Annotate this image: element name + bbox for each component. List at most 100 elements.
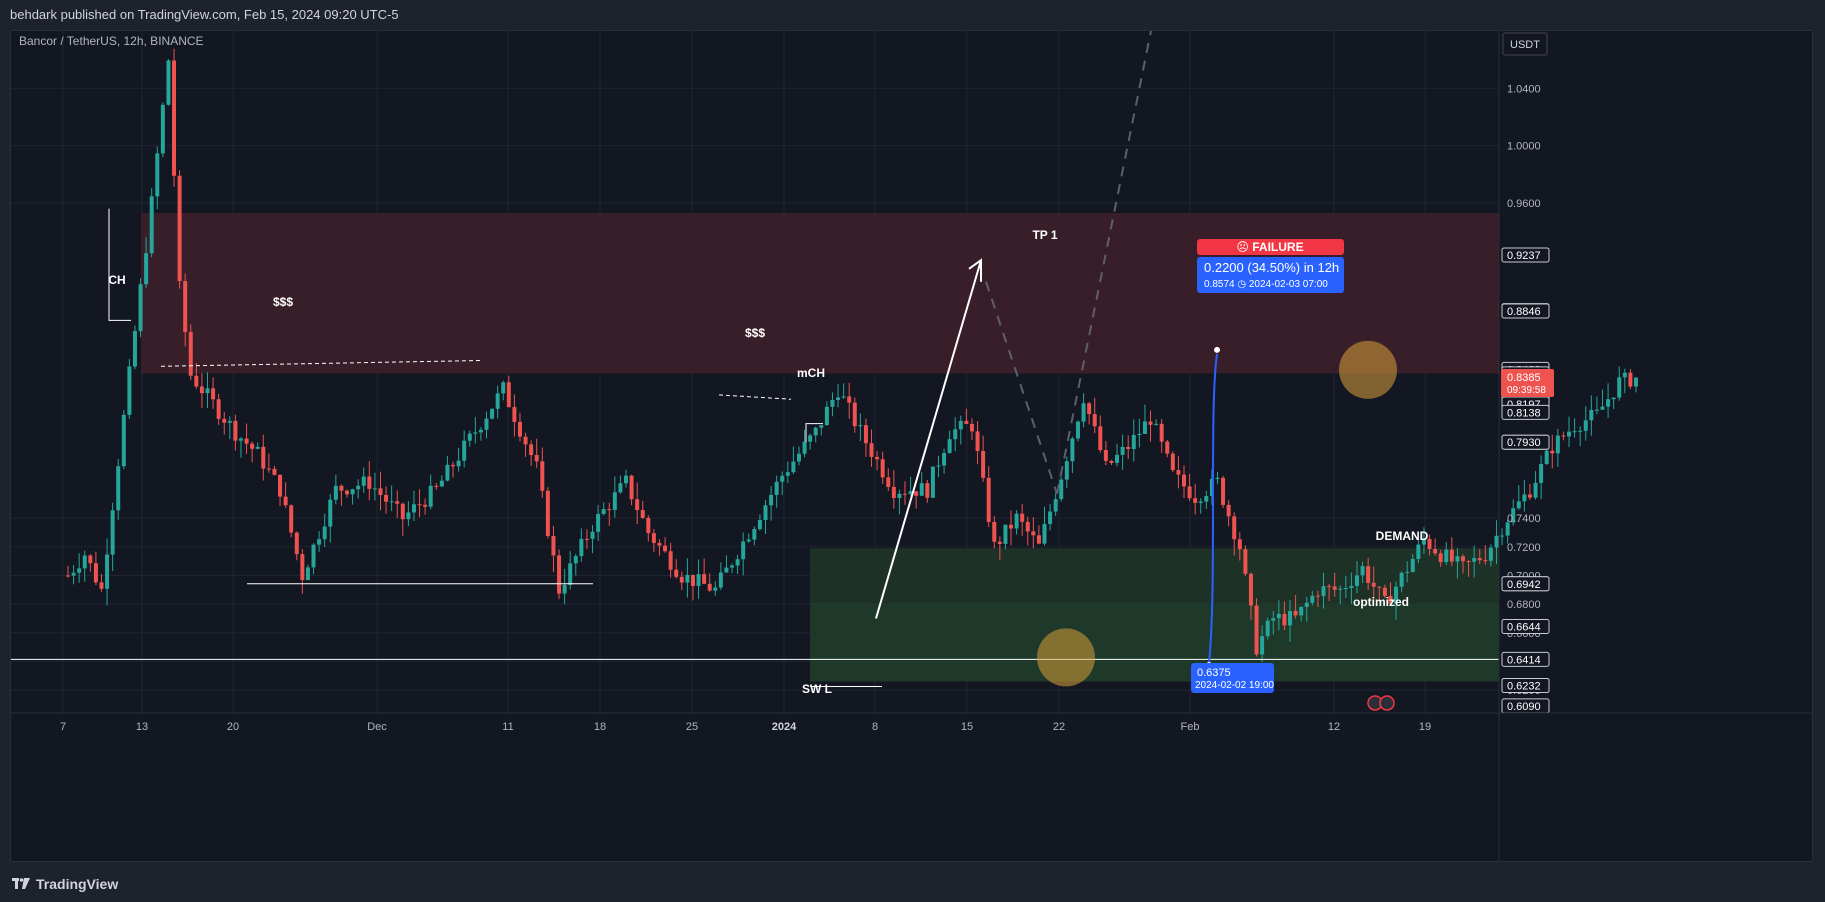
candle-body bbox=[880, 459, 885, 478]
candle-body bbox=[144, 253, 149, 285]
candle-body bbox=[328, 499, 333, 527]
candle-body bbox=[255, 446, 260, 449]
candle-body bbox=[863, 425, 868, 444]
last-price-countdown: 09:39:58 bbox=[1507, 385, 1546, 396]
candle-body bbox=[579, 538, 584, 557]
candle-body bbox=[1583, 420, 1588, 431]
candle-body bbox=[1271, 618, 1276, 621]
candle-body bbox=[1182, 474, 1186, 487]
candle-body bbox=[1572, 431, 1577, 433]
failure-label: ☹ FAILURE bbox=[1236, 240, 1303, 254]
candle-body bbox=[1416, 544, 1421, 559]
candle-body bbox=[1081, 403, 1086, 422]
candle-body bbox=[791, 461, 796, 473]
candle-body bbox=[1527, 494, 1532, 498]
candle-body bbox=[713, 587, 718, 591]
candle-body bbox=[1221, 477, 1226, 505]
candle-body bbox=[71, 572, 76, 576]
time-tick-label: 2024 bbox=[772, 721, 797, 733]
chart-frame[interactable]: CH $$$ $$$ mCH TP 1 SW L DEMAND optimized ☹ FAIL… bbox=[10, 30, 1813, 862]
candle-body bbox=[1321, 586, 1326, 596]
candle-body bbox=[1232, 516, 1237, 540]
candle-body bbox=[88, 555, 93, 564]
candle-body bbox=[969, 423, 974, 432]
ch-marker bbox=[108, 208, 131, 321]
candle-body bbox=[824, 406, 829, 426]
candle-body bbox=[266, 468, 271, 470]
annotation-label: mCH bbox=[797, 366, 825, 380]
candle-body bbox=[172, 60, 177, 176]
footer: TradingView bbox=[0, 866, 1825, 902]
price-chart[interactable]: CH $$$ $$$ mCH TP 1 SW L DEMAND optimized ☹ FAIL… bbox=[11, 30, 1812, 861]
candle-body bbox=[149, 196, 154, 254]
candle-body bbox=[629, 475, 634, 500]
dashed-path-down bbox=[985, 281, 1058, 495]
candle-body bbox=[663, 545, 668, 552]
candle-body bbox=[1265, 620, 1270, 637]
candle-body bbox=[808, 435, 813, 442]
candle-body bbox=[919, 483, 924, 496]
candle-body bbox=[545, 490, 550, 537]
price-tick-label: 1.0400 bbox=[1507, 83, 1541, 95]
price-label-text: 0.6090 bbox=[1507, 701, 1541, 713]
candle-body bbox=[1394, 586, 1399, 604]
candle-body bbox=[903, 493, 907, 495]
annotation-label: TP 1 bbox=[1032, 228, 1057, 242]
candle-body bbox=[802, 441, 807, 454]
time-tick-label: 20 bbox=[227, 721, 239, 733]
candle-body bbox=[1594, 409, 1599, 411]
price-label-text: 0.6644 bbox=[1507, 621, 1541, 633]
measure-end-point bbox=[1214, 346, 1220, 353]
candle-body bbox=[718, 572, 723, 588]
candle-body bbox=[1332, 586, 1337, 590]
candle-body bbox=[958, 420, 963, 430]
candle-body bbox=[484, 418, 489, 430]
candle-body bbox=[841, 396, 846, 398]
candle-body bbox=[1533, 482, 1538, 498]
candle-body bbox=[322, 526, 327, 540]
candle-body bbox=[300, 554, 305, 581]
candle-body bbox=[651, 533, 656, 543]
candle-body bbox=[986, 477, 991, 522]
time-tick-label: 19 bbox=[1419, 721, 1431, 733]
candle-body bbox=[1254, 605, 1259, 655]
time-tick-label: 7 bbox=[60, 721, 66, 733]
price-tick-label: 0.6800 bbox=[1507, 599, 1541, 611]
failure-badge bbox=[1197, 239, 1344, 255]
currency-button[interactable] bbox=[1502, 32, 1548, 56]
candle-body bbox=[584, 538, 589, 540]
candle-body bbox=[1455, 556, 1460, 562]
candle-body bbox=[780, 475, 785, 482]
price-label-box bbox=[1501, 651, 1550, 667]
candle-body bbox=[1438, 553, 1443, 563]
candle-body bbox=[478, 429, 483, 433]
candle-body bbox=[406, 512, 411, 520]
currency-label[interactable]: USDT bbox=[1510, 39, 1540, 51]
candle-body bbox=[194, 375, 199, 387]
dashed-path-up bbox=[1056, 30, 1152, 494]
price-label-box bbox=[1501, 677, 1550, 693]
candle-body bbox=[456, 460, 461, 467]
candle-body bbox=[1048, 511, 1053, 524]
candle-body bbox=[177, 175, 182, 282]
event-flag-icon[interactable] bbox=[1379, 695, 1395, 711]
candle-body bbox=[1226, 504, 1231, 517]
candle-body bbox=[160, 104, 165, 154]
candle-body bbox=[1555, 435, 1560, 454]
candle-body bbox=[1421, 538, 1426, 545]
candle-body bbox=[690, 574, 695, 586]
candle-body bbox=[110, 510, 115, 555]
candle-body bbox=[1248, 573, 1253, 606]
candle-body bbox=[311, 544, 316, 568]
candle-body bbox=[1092, 414, 1097, 427]
measure-high-label: 0.8574 ◷ 2024-02-03 07:00 bbox=[1204, 279, 1328, 290]
time-tick-label: 13 bbox=[136, 721, 148, 733]
candle-body bbox=[1025, 521, 1030, 532]
candle-body bbox=[1299, 606, 1304, 616]
candle-body bbox=[1059, 479, 1064, 500]
candle-body bbox=[852, 402, 857, 427]
candle-body bbox=[490, 408, 495, 419]
published-caption: behdark published on TradingView.com, Fe… bbox=[0, 0, 1825, 30]
candle-body bbox=[1349, 585, 1354, 588]
tradingview-brand[interactable]: TradingView bbox=[12, 876, 118, 892]
